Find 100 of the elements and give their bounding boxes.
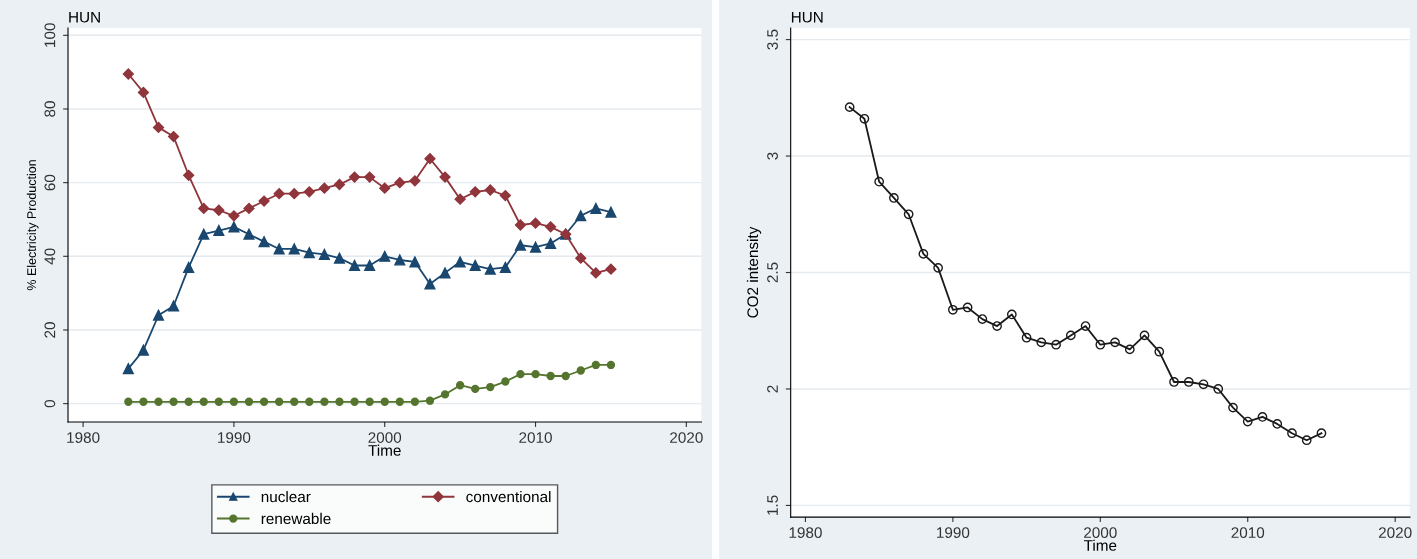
point (590, 267, 602, 279)
y-tick-label: 40 (44, 248, 56, 265)
point (514, 239, 527, 251)
point (484, 263, 496, 275)
point (258, 195, 270, 207)
point (1110, 337, 1120, 348)
chart-title: HUN (69, 11, 100, 23)
point (591, 360, 601, 370)
point (410, 397, 420, 406)
point (1065, 330, 1076, 341)
point (546, 371, 555, 381)
point (425, 396, 435, 405)
y-axis-title: CO2 intensity (746, 226, 762, 318)
point (1036, 337, 1047, 348)
point (529, 217, 542, 229)
point (394, 177, 406, 189)
point (545, 221, 557, 233)
point (605, 263, 617, 275)
point (394, 254, 406, 266)
point (379, 182, 391, 194)
point (364, 259, 376, 272)
point (1051, 339, 1061, 350)
point (1198, 379, 1209, 390)
point (288, 243, 300, 255)
point (395, 397, 404, 406)
point (167, 130, 180, 143)
point (1139, 330, 1150, 341)
point (228, 210, 240, 222)
point (1228, 402, 1238, 413)
point (183, 261, 195, 273)
point (320, 397, 329, 406)
y-tick-label: 2 (767, 385, 778, 393)
point (214, 397, 223, 406)
y-tick-label: 80 (44, 101, 56, 117)
point (1006, 309, 1017, 320)
point (213, 204, 225, 216)
point (288, 188, 300, 200)
point (844, 102, 855, 113)
legend-label: renewable (261, 512, 331, 525)
point (198, 202, 210, 215)
x-axis-title: Time (1083, 539, 1117, 551)
point (409, 256, 421, 268)
point (273, 188, 285, 200)
point (606, 360, 616, 370)
point (514, 219, 527, 231)
point (516, 369, 525, 379)
point (273, 243, 285, 255)
point (1169, 377, 1179, 387)
point (903, 209, 914, 220)
point (124, 397, 133, 406)
point (992, 321, 1002, 331)
point (874, 176, 885, 187)
point (154, 397, 163, 406)
point (977, 314, 988, 324)
x-tick-label: 2010 (1231, 527, 1265, 539)
point (350, 397, 359, 406)
point (1213, 384, 1224, 394)
point (379, 250, 391, 262)
point (348, 171, 361, 183)
point (576, 366, 585, 375)
point (274, 397, 284, 406)
point (244, 397, 254, 406)
point (290, 397, 299, 406)
y-tick-label: 1.5 (767, 495, 778, 515)
point (1316, 428, 1327, 439)
point (168, 300, 180, 312)
legend-label: conventional (466, 490, 551, 503)
point (561, 371, 570, 381)
point (529, 241, 542, 253)
point (1021, 332, 1032, 343)
point (531, 369, 540, 379)
point (318, 248, 330, 261)
x-tick-label: 2000 (368, 432, 402, 443)
x-tick-label: 2020 (1378, 527, 1412, 539)
point (122, 68, 134, 80)
point (335, 397, 344, 406)
point (454, 256, 466, 268)
x-tick-label: 2010 (519, 432, 552, 443)
point (228, 221, 240, 233)
point (213, 224, 225, 237)
point (152, 121, 165, 134)
point (1257, 412, 1268, 422)
point (484, 184, 496, 196)
point (545, 237, 557, 249)
y-tick-label: 0 (44, 399, 56, 408)
point (440, 390, 450, 399)
point (199, 397, 208, 406)
point (243, 228, 255, 240)
point (962, 302, 973, 313)
legend-label: nuclear (261, 490, 311, 503)
point (501, 377, 510, 386)
point (1080, 321, 1091, 331)
point (409, 175, 421, 187)
point (137, 344, 149, 356)
point (455, 381, 465, 390)
point (303, 186, 315, 198)
point (380, 397, 389, 406)
point (169, 397, 178, 406)
point (918, 249, 929, 259)
x-axis-title: Time (368, 444, 401, 456)
